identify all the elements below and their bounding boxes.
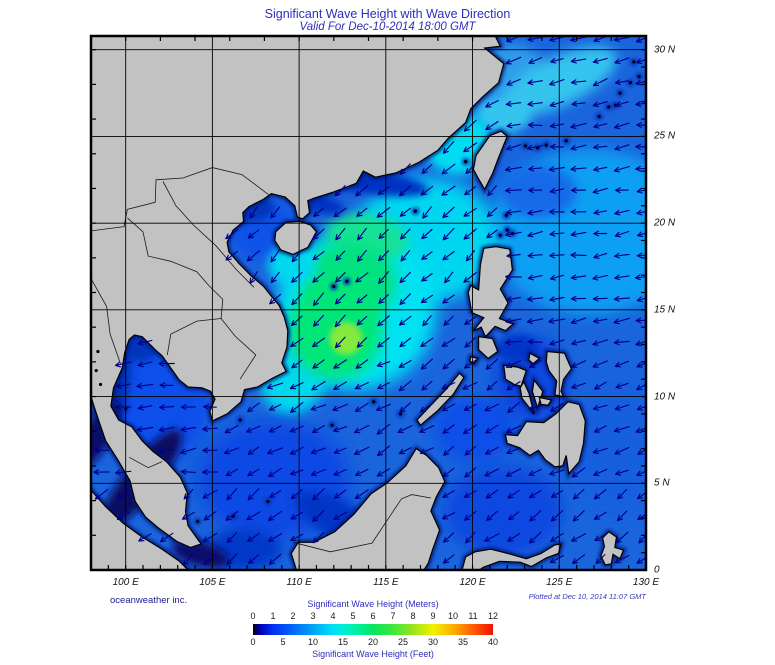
x-axis-label: 110 E [286,577,312,588]
legend-meters-value: 6 [370,611,376,621]
legend-meters-value: 8 [410,611,416,621]
land-halmahera [600,531,625,566]
legend-feet-value: 40 [487,637,499,647]
legend-title-feet: Significant Wave Height (Feet) [312,649,434,659]
land-hainan [274,220,318,256]
x-axis-label: 115 E [373,577,399,588]
legend-feet-value: 15 [337,637,349,647]
land-mindanao [504,401,586,476]
legend-feet-value: 5 [280,637,286,647]
land-cebu [531,378,544,410]
legend-meters-value: 3 [310,611,316,621]
map-clipped-layers [91,36,646,570]
legend-feet-value: 25 [397,637,409,647]
y-axis-label: 10 N [654,391,676,403]
y-axis-label: 0 [654,564,660,576]
y-axis-label: 15 N [654,304,676,316]
legend-meters-value: 1 [270,611,276,621]
legend-feet-value: 20 [367,637,379,647]
y-axis-label: 20 N [654,217,676,229]
y-axis-label: 25 N [654,130,676,142]
land-mindoro [478,336,499,360]
axis-ticks [91,36,646,570]
legend-meters-value: 4 [330,611,336,621]
legend-feet-value: 30 [427,637,439,647]
legend-meters-value: 0 [250,611,256,621]
legend-title-meters: Significant Wave Height (Meters) [307,599,439,609]
x-axis-label: 130 E [632,577,660,588]
land-palawan [416,372,465,427]
land-taiwan [472,130,508,191]
legend-meters-value: 12 [487,611,499,621]
y-axis-label: 30 N [654,44,676,56]
legend-feet-value: 0 [250,637,256,647]
legend-feet-value: 35 [457,637,469,647]
x-axis-label: 125 E [546,577,573,588]
country-borders [91,167,431,553]
wave-direction-arrows [93,36,646,566]
page-title: Significant Wave Height with Wave Direct… [264,7,511,21]
x-axis-label: 100 E [112,577,139,588]
legend-meters-value: 2 [290,611,296,621]
land-bohol [538,396,553,406]
legend-meters-value: 5 [350,611,356,621]
legend-meters-value: 7 [390,611,396,621]
legend-meters-value: 11 [468,611,478,621]
legend-meters-value: 10 [447,611,459,621]
legend-feet-value: 10 [307,637,319,647]
land-masbate [528,352,541,365]
y-axis-label: 5 N [654,477,670,489]
land-masses [91,36,625,570]
land-mainland-asia [91,36,505,549]
land-busuanga [469,355,479,365]
land-negros [519,380,535,415]
legend-meters-value: 9 [430,611,436,621]
x-axis-label: 105 E [199,577,226,588]
x-axis-label: 120 E [459,577,486,588]
land-sumatra [91,489,189,570]
small-islands [94,60,641,524]
plotted-timestamp: Plotted at Dec 10, 2014 11:07 GMT [528,592,646,601]
legend-colorbar [253,624,493,635]
graticule-grid [91,36,646,570]
valid-time-subtitle: Valid For Dec-10-2014 18:00 GMT [299,21,476,33]
land-sulawesi [461,543,562,570]
credit-text: oceanweather inc. [110,595,188,606]
